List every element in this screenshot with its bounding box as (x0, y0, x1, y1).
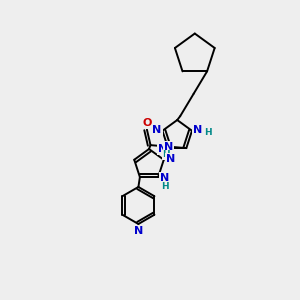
Text: H: H (204, 128, 211, 137)
Text: N: N (193, 125, 202, 135)
Text: N: N (134, 226, 143, 236)
Text: O: O (142, 118, 152, 128)
Text: N: N (166, 154, 175, 164)
Text: N: N (158, 144, 167, 154)
Text: H: H (162, 151, 170, 160)
Text: H: H (161, 182, 169, 190)
Text: N: N (164, 142, 173, 152)
Text: N: N (160, 173, 169, 183)
Text: N: N (152, 125, 162, 135)
